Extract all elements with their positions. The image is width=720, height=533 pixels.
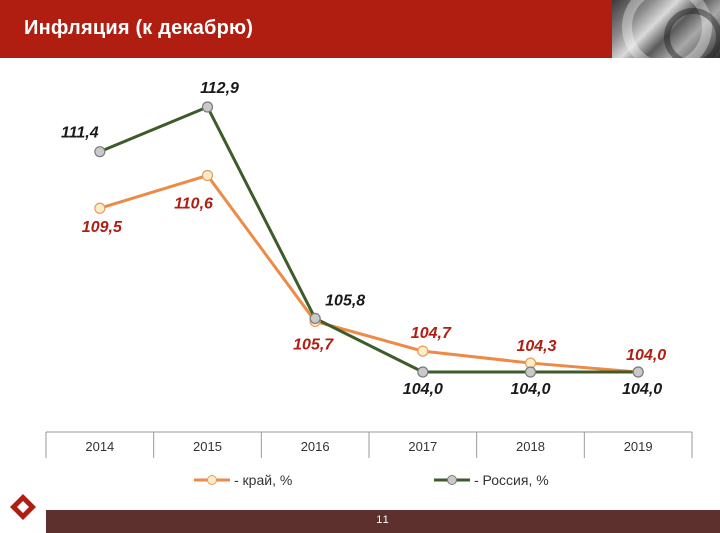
data-point bbox=[201, 101, 214, 113]
data-point bbox=[309, 312, 321, 325]
header-bar: Инфляция (к декабрю) bbox=[0, 0, 612, 58]
legend-marker bbox=[447, 475, 457, 485]
x-tick-label: 2016 bbox=[301, 439, 330, 454]
data-label: 105,8 bbox=[325, 292, 365, 309]
data-label: 104,0 bbox=[622, 381, 662, 398]
data-label: 110,6 bbox=[174, 195, 213, 212]
inflation-line-chart: 2014 2015 2016 2017 2018 2019 109,5 110,6 105,7 1… bbox=[45, 80, 693, 488]
data-point bbox=[524, 366, 537, 378]
data-point bbox=[201, 169, 214, 182]
data-label: 104,0 bbox=[403, 381, 443, 398]
data-label: 112,9 bbox=[200, 80, 239, 97]
x-tick-label: 2014 bbox=[85, 439, 114, 454]
data-label: 104,0 bbox=[510, 381, 550, 398]
data-point bbox=[94, 202, 106, 214]
data-label: 109,5 bbox=[82, 219, 123, 236]
x-tick-label: 2017 bbox=[408, 439, 437, 454]
legend-label: - Россия, % bbox=[474, 472, 549, 488]
series-line-0 bbox=[99, 173, 639, 374]
data-point bbox=[417, 345, 429, 357]
data-point bbox=[417, 366, 429, 378]
legend-label: - край, % bbox=[234, 472, 292, 488]
x-tick-label: 2018 bbox=[516, 439, 545, 454]
data-label: 104,0 bbox=[626, 347, 666, 364]
legend-marker bbox=[207, 475, 217, 485]
data-label: 105,7 bbox=[293, 336, 334, 353]
x-tick-label: 2015 bbox=[193, 439, 222, 454]
series-line-1 bbox=[99, 105, 639, 374]
header-decorative-image bbox=[612, 0, 720, 58]
page-title: Инфляция (к декабрю) bbox=[24, 17, 254, 39]
data-label: 104,7 bbox=[411, 325, 452, 342]
data-point bbox=[632, 366, 644, 378]
data-label: 111,4 bbox=[61, 125, 99, 142]
data-point bbox=[94, 146, 106, 158]
logo-diamond-icon bbox=[10, 494, 36, 520]
x-tick-label: 2019 bbox=[624, 439, 653, 454]
footer-bar: 11 bbox=[46, 510, 720, 533]
data-label: 104,3 bbox=[516, 338, 556, 355]
page-number: 11 bbox=[376, 514, 390, 526]
